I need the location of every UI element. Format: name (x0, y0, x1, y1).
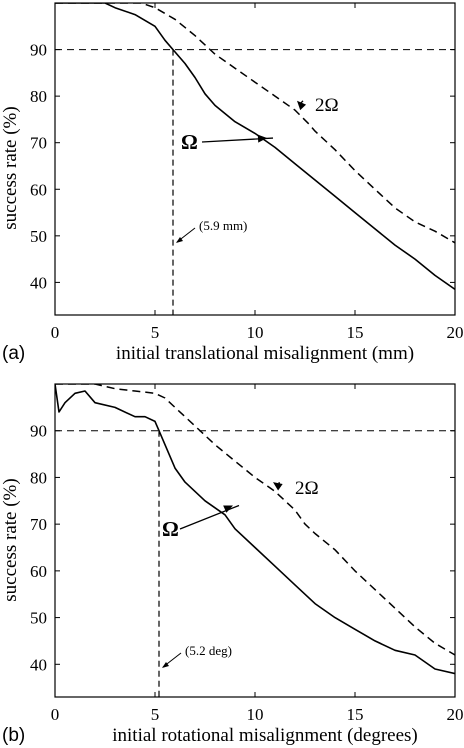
series-arrowhead (273, 482, 283, 491)
series-annotation-label: Ω (162, 517, 179, 541)
y-tick-label: 50 (30, 227, 47, 246)
y-tick-label: 60 (30, 562, 47, 581)
x-tick-label: 15 (347, 323, 364, 342)
series-line-omega (55, 3, 455, 291)
y-tick-label: 50 (30, 609, 47, 628)
series-group (55, 3, 455, 291)
threshold-annotation: (5.9 mm) (199, 218, 247, 233)
y-axis-label: success rate (%) (0, 106, 21, 229)
y-tick-label: 90 (30, 422, 47, 441)
series-annotation-label: Ω (181, 130, 198, 154)
series-arrowhead (257, 134, 267, 143)
y-tick-label: 70 (30, 515, 47, 534)
y-tick-label: 90 (30, 41, 47, 60)
x-tick-label: 15 (347, 705, 364, 724)
x-tick-label: 5 (151, 323, 160, 342)
series-arrowhead (223, 505, 233, 513)
series-annotation-label: 2Ω (295, 478, 319, 499)
chart-panel-a: 0 5 10 15 20 40 50 60 70 80 90 initial translationa… (0, 2, 464, 364)
y-tick-label: 80 (30, 87, 47, 106)
series-line-omega (55, 384, 455, 675)
series-line-2omega (55, 384, 455, 656)
y-tick-label: 80 (30, 468, 47, 487)
x-tick-label: 0 (51, 705, 60, 724)
y-tick-label: 60 (30, 180, 47, 199)
series-arrowhead (297, 100, 307, 111)
y-tick-label: 40 (30, 655, 47, 674)
x-tick-label: 0 (51, 323, 60, 342)
threshold-arrowhead (176, 237, 183, 243)
series-line-2omega (55, 3, 455, 244)
x-tick-label: 20 (447, 323, 464, 342)
x-tick-label: 5 (151, 705, 160, 724)
y-tick-label: 40 (30, 273, 47, 292)
x-tick-label: 20 (447, 705, 464, 724)
x-axis-label: initial rotational misalignment (degrees… (112, 725, 418, 746)
series-group (55, 384, 455, 675)
threshold-annotation: (5.2 deg) (185, 643, 232, 658)
y-axis-label: success rate (%) (0, 478, 21, 601)
chart-panel-b: 0 5 10 15 20 40 50 60 70 80 90 initial rotational m… (0, 383, 464, 746)
panel-label: (b) (2, 725, 25, 746)
x-axis-label: initial translational misalignment (mm) (116, 343, 414, 364)
threshold-arrowhead (162, 662, 169, 668)
series-annotation-label: 2Ω (315, 95, 339, 116)
y-tick-label: 70 (30, 134, 47, 153)
x-tick-label: 10 (247, 705, 264, 724)
x-tick-label: 10 (247, 323, 264, 342)
series-arrow (179, 504, 240, 530)
panel-label: (a) (2, 343, 25, 364)
